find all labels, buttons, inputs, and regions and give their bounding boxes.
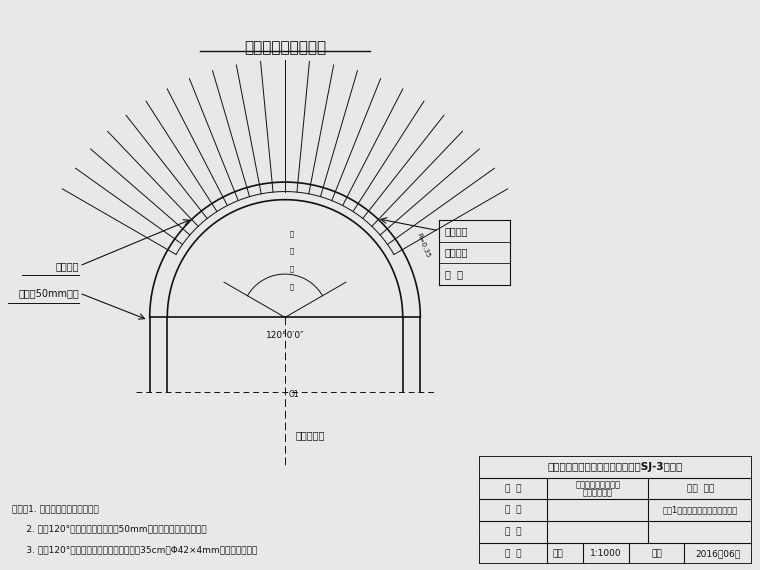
Text: 钢架中心线: 钢架中心线 (296, 430, 325, 440)
Text: 审  核: 审 核 (505, 527, 521, 536)
Text: O1: O1 (289, 390, 299, 400)
Text: 中国铁建中铁十八局集团玉临高速SJ-3项目部: 中国铁建中铁十八局集团玉临高速SJ-3项目部 (548, 462, 683, 472)
Text: 护: 护 (290, 283, 294, 290)
Text: 日期: 日期 (651, 549, 662, 558)
Text: 钻直径50mm圆孔: 钻直径50mm圆孔 (18, 288, 79, 298)
Text: 超: 超 (290, 230, 294, 237)
Text: 支洞超前支护设计图: 支洞超前支护设计图 (244, 40, 326, 55)
Text: 批  准: 批 准 (505, 549, 521, 558)
Text: 超前支护: 超前支护 (445, 226, 468, 236)
Text: 进场道路工程: 进场道路工程 (583, 488, 613, 497)
Text: 2. 拱部120°范围内工字钢钻直径50mm圆孔，便于钢花管穿入。: 2. 拱部120°范围内工字钢钻直径50mm圆孔，便于钢花管穿入。 (12, 524, 207, 534)
Text: R=0.35: R=0.35 (416, 232, 431, 259)
Text: 王溪至临沧高速公路: 王溪至临沧高速公路 (575, 481, 620, 490)
Text: 支: 支 (290, 266, 294, 272)
Text: 施工  部分: 施工 部分 (687, 484, 714, 493)
Text: 测  量: 测 量 (505, 484, 521, 493)
Text: 2016年06月: 2016年06月 (695, 549, 741, 558)
Text: 1:1000: 1:1000 (591, 549, 622, 558)
Text: 绘  图: 绘 图 (505, 506, 521, 515)
Text: 文新1号隧道支洞超前支护设计图: 文新1号隧道支洞超前支护设计图 (663, 506, 738, 515)
Text: 超前支护: 超前支护 (55, 261, 79, 271)
Text: 比例: 比例 (553, 549, 563, 558)
Text: 3. 拱部120°范围内设置超前小导管，间距35cm；Φ42×4mm热轧无缝钢管。: 3. 拱部120°范围内设置超前小导管，间距35cm；Φ42×4mm热轧无缝钢管… (12, 545, 258, 554)
Text: 120°0′0″: 120°0′0″ (266, 331, 304, 340)
Text: 说明：1. 本图标注尺寸均已米计。: 说明：1. 本图标注尺寸均已米计。 (12, 504, 99, 513)
Text: 喷混凝土: 喷混凝土 (445, 247, 468, 258)
Text: 钢  架: 钢 架 (445, 269, 463, 279)
Text: 前: 前 (290, 248, 294, 254)
